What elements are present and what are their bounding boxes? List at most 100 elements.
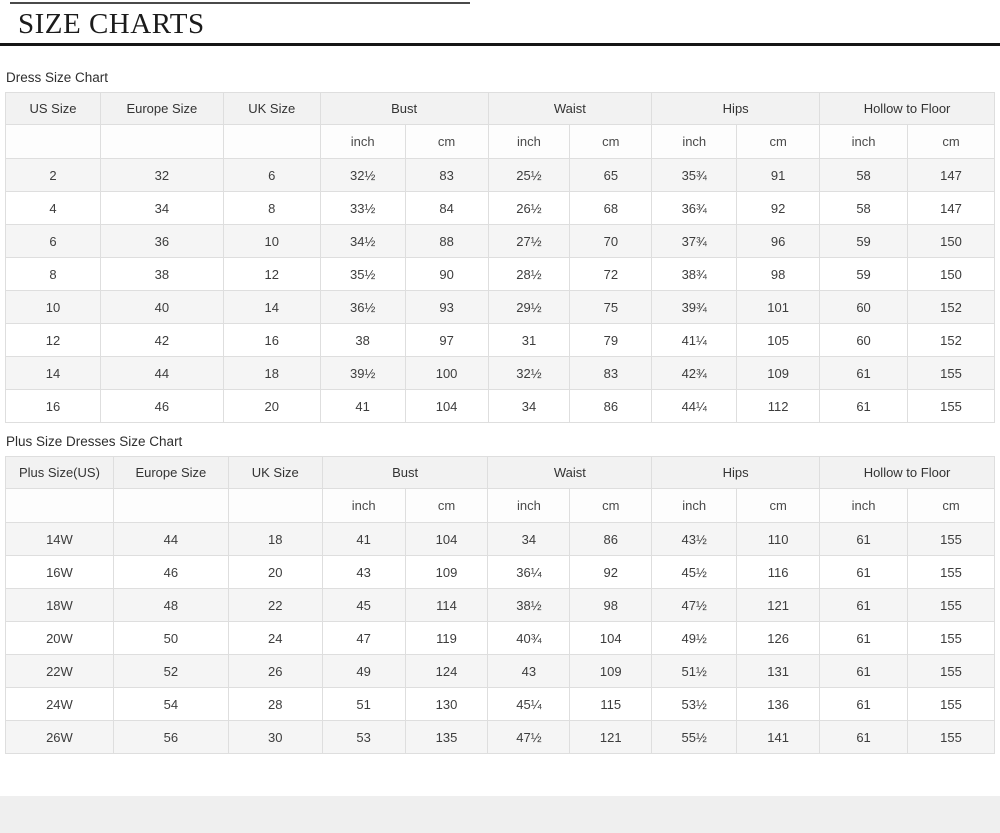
column-header: Bust	[321, 456, 489, 489]
unit-header: inch	[819, 124, 909, 159]
table-cell: 55½	[651, 720, 738, 754]
empty-subheader-cell	[222, 124, 321, 159]
table-row: 22W 52 26 49 124 43 109 51½ 131 61 155	[5, 654, 995, 688]
column-header: UK Size	[222, 92, 321, 125]
unit-header: cm	[907, 488, 995, 523]
table-cell: 14W	[5, 522, 114, 556]
table-row: 8 38 12 35½ 90 28½ 72 38¾ 98 59 150	[5, 257, 995, 291]
table-cell: 41¼	[651, 323, 738, 357]
table-cell: 46	[112, 555, 229, 589]
table-cell: 86	[569, 522, 653, 556]
table-cell: 119	[404, 621, 489, 655]
table-cell: 30	[227, 720, 323, 754]
table-cell: 32	[99, 158, 224, 192]
table-cell: 141	[736, 720, 821, 754]
table-cell: 29½	[487, 290, 571, 324]
table-cell: 105	[736, 323, 821, 357]
table-cell: 92	[736, 191, 821, 225]
table-cell: 130	[404, 687, 489, 721]
table-cell: 6	[5, 224, 101, 258]
table-cell: 59	[819, 224, 909, 258]
table-cell: 18	[227, 522, 323, 556]
table-cell: 51½	[651, 654, 738, 688]
table-cell: 98	[569, 588, 653, 622]
unit-header: inch	[319, 124, 406, 159]
table-cell: 10	[5, 290, 101, 324]
table-cell: 16	[5, 389, 101, 423]
table-cell: 36¼	[487, 555, 571, 589]
empty-subheader-cell	[227, 488, 323, 523]
table-cell: 26	[227, 654, 323, 688]
table-cell: 43	[487, 654, 571, 688]
unit-header: cm	[736, 124, 821, 159]
column-header: Bust	[319, 92, 489, 125]
table-cell: 86	[569, 389, 653, 423]
table-cell: 114	[404, 588, 489, 622]
table-cell: 36½	[319, 290, 406, 324]
table-row: 26W 56 30 53 135 47½ 121 55½ 141 61 155	[5, 720, 995, 754]
table-cell: 33½	[319, 191, 406, 225]
table-cell: 41	[319, 389, 406, 423]
table-row: 18W 48 22 45 114 38½ 98 47½ 121 61 155	[5, 588, 995, 622]
table-cell: 124	[404, 654, 489, 688]
table-cell: 79	[569, 323, 653, 357]
table-row: 4 34 8 33½ 84 26½ 68 36¾ 92 58 147	[5, 191, 995, 225]
table-cell: 43	[321, 555, 406, 589]
table-cell: 42	[99, 323, 224, 357]
table-cell: 115	[569, 687, 653, 721]
unit-header: inch	[487, 124, 571, 159]
table-cell: 61	[819, 654, 909, 688]
table-cell: 61	[819, 588, 909, 622]
column-header: Hips	[651, 92, 821, 125]
table-cell: 53	[321, 720, 406, 754]
table-cell: 14	[222, 290, 321, 324]
table-cell: 110	[736, 522, 821, 556]
table-cell: 61	[819, 687, 909, 721]
table-cell: 155	[907, 555, 995, 589]
table-cell: 155	[907, 522, 995, 556]
table-cell: 22W	[5, 654, 114, 688]
table-cell: 8	[222, 191, 321, 225]
table-cell: 52	[112, 654, 229, 688]
table-cell: 83	[404, 158, 489, 192]
table-cell: 20	[227, 555, 323, 589]
table-cell: 40¾	[487, 621, 571, 655]
table-cell: 10	[222, 224, 321, 258]
table-cell: 131	[736, 654, 821, 688]
table-cell: 45	[321, 588, 406, 622]
unit-header: inch	[819, 488, 909, 523]
table-row: 24W 54 28 51 130 45¼ 115 53½ 136 61 155	[5, 687, 995, 721]
column-header: Plus Size(US)	[5, 456, 114, 489]
table-cell: 36¾	[651, 191, 738, 225]
table-row: 6 36 10 34½ 88 27½ 70 37¾ 96 59 150	[5, 224, 995, 258]
empty-subheader-cell	[5, 124, 101, 159]
table-cell: 18W	[5, 588, 114, 622]
table-cell: 2	[5, 158, 101, 192]
unit-header: inch	[487, 488, 571, 523]
table-cell: 45¼	[487, 687, 571, 721]
table-cell: 61	[819, 389, 909, 423]
table-cell: 35½	[319, 257, 406, 291]
table-cell: 93	[404, 290, 489, 324]
table-cell: 20W	[5, 621, 114, 655]
table-cell: 58	[819, 158, 909, 192]
table-cell: 42¾	[651, 356, 738, 390]
table-cell: 25½	[487, 158, 571, 192]
table-cell: 96	[736, 224, 821, 258]
table-cell: 92	[569, 555, 653, 589]
table-cell: 22	[227, 588, 323, 622]
table-cell: 155	[907, 654, 995, 688]
table-cell: 32½	[487, 356, 571, 390]
table-cell: 121	[736, 588, 821, 622]
table-cell: 45½	[651, 555, 738, 589]
table-cell: 34	[487, 389, 571, 423]
table-cell: 90	[404, 257, 489, 291]
table-cell: 48	[112, 588, 229, 622]
table-cell: 14	[5, 356, 101, 390]
table-cell: 12	[5, 323, 101, 357]
column-header: Hollow to Floor	[819, 92, 995, 125]
table-cell: 61	[819, 356, 909, 390]
table-cell: 18	[222, 356, 321, 390]
table-row: 14W 44 18 41 104 34 86 43½ 110 61 155	[5, 522, 995, 556]
table-cell: 47½	[487, 720, 571, 754]
